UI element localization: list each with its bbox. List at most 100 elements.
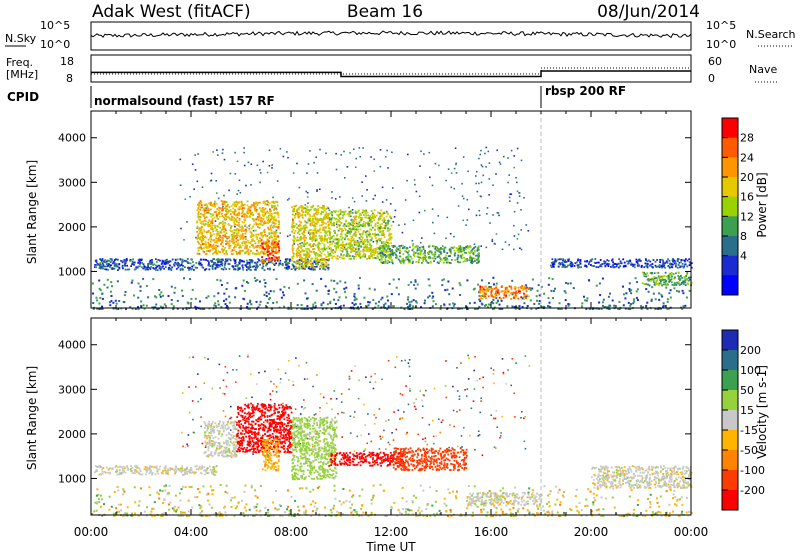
power-region-point [600,265,603,268]
power-region-point [272,258,275,261]
power-region-point [277,235,279,238]
power-region-point [230,227,232,229]
power-region-point [312,265,315,268]
power-region-point [495,290,498,293]
power-scatter-point [420,306,422,309]
power-region-point [568,258,570,261]
power-scatter-point [123,294,126,297]
power-region-point [607,260,610,262]
power-region-point [375,251,378,254]
power-scatter-point [110,295,113,297]
power-region-point [197,237,200,239]
power-region-point [135,266,138,269]
power-region-point [469,245,472,247]
power-region-point [198,237,201,240]
power-scatter-point [564,291,567,294]
power-region-point [604,261,607,263]
power-scatter-point [316,172,319,174]
power-scatter-point [397,278,400,281]
power-region-point [215,252,218,254]
power-region-point [661,284,663,287]
power-region-point [477,254,480,256]
power-region-point [328,220,331,223]
power-region-point [330,250,333,253]
power-region-point [199,208,202,211]
power-region-point [274,218,277,221]
power-region-point [584,264,587,267]
date-title: 08/Jun/2014 [597,2,700,22]
power-cbar-band [722,137,738,158]
power-scatter-point [633,298,635,301]
power-region-point [390,251,392,254]
power-region-point [233,223,236,226]
power-region-point [685,275,688,277]
power-region-point [270,210,273,212]
power-region-point [438,255,440,258]
power-region-point [682,281,685,283]
power-region-point [266,247,268,250]
power-region-point [327,266,330,269]
power-region-point [226,242,229,245]
power-scatter-point [246,281,248,283]
power-region-point [269,227,272,229]
power-region-point [362,230,365,232]
power-region-point [269,212,272,215]
power-scatter-point [453,187,456,190]
power-region-point [239,244,242,247]
power-region-point [395,253,397,256]
power-scatter-point [256,307,258,310]
power-region-point [306,256,308,259]
power-region-point [651,263,654,265]
power-region-point [250,233,253,236]
power-region-point [253,207,256,210]
power-region-point [300,256,303,259]
power-scatter-point [293,243,296,245]
power-region-point [628,260,630,263]
power-region-point [134,268,136,271]
power-region-point [302,233,305,236]
power-region-point [523,287,525,290]
power-region-point [377,229,380,232]
power-region-point [424,258,427,261]
power-scatter-point [437,215,440,217]
power-scatter-point [373,158,375,161]
power-region-point [203,213,206,216]
power-scatter-point [511,293,514,296]
power-region-point [563,261,566,263]
power-region-point [288,262,291,264]
power-region-point [175,268,178,270]
power-region-point [226,253,228,255]
power-scatter-point [468,302,471,305]
power-scatter-point [245,235,247,238]
power-region-point [176,264,179,266]
power-scatter-point [223,158,226,161]
power-region-point [235,237,238,240]
power-scatter-point [342,304,345,307]
power-region-point [258,259,260,262]
power-region-point [340,238,343,241]
power-region-point [199,216,202,219]
power-region-point [215,234,218,237]
power-region-point [394,245,397,248]
power-region-point [317,243,319,246]
power-scatter-point [354,303,357,305]
power-region-point [323,265,326,267]
power-scatter-point [270,218,272,221]
power-scatter-point [538,302,541,305]
power-region-point [388,248,391,250]
power-scatter-point [170,299,173,301]
power-region-point [660,282,662,285]
power-region-point [398,245,401,247]
power-region-point [341,236,344,239]
power-region-point [189,262,192,265]
power-region-point [301,265,303,268]
power-region-point [207,231,209,233]
power-scatter-point [495,297,498,300]
power-region-point [247,253,250,255]
power-region-point [673,284,675,287]
power-region-point [301,227,304,230]
power-scatter-point [513,306,516,309]
power-scatter-point [98,287,101,290]
power-scatter-point [466,198,469,201]
power-region-point [296,209,298,211]
